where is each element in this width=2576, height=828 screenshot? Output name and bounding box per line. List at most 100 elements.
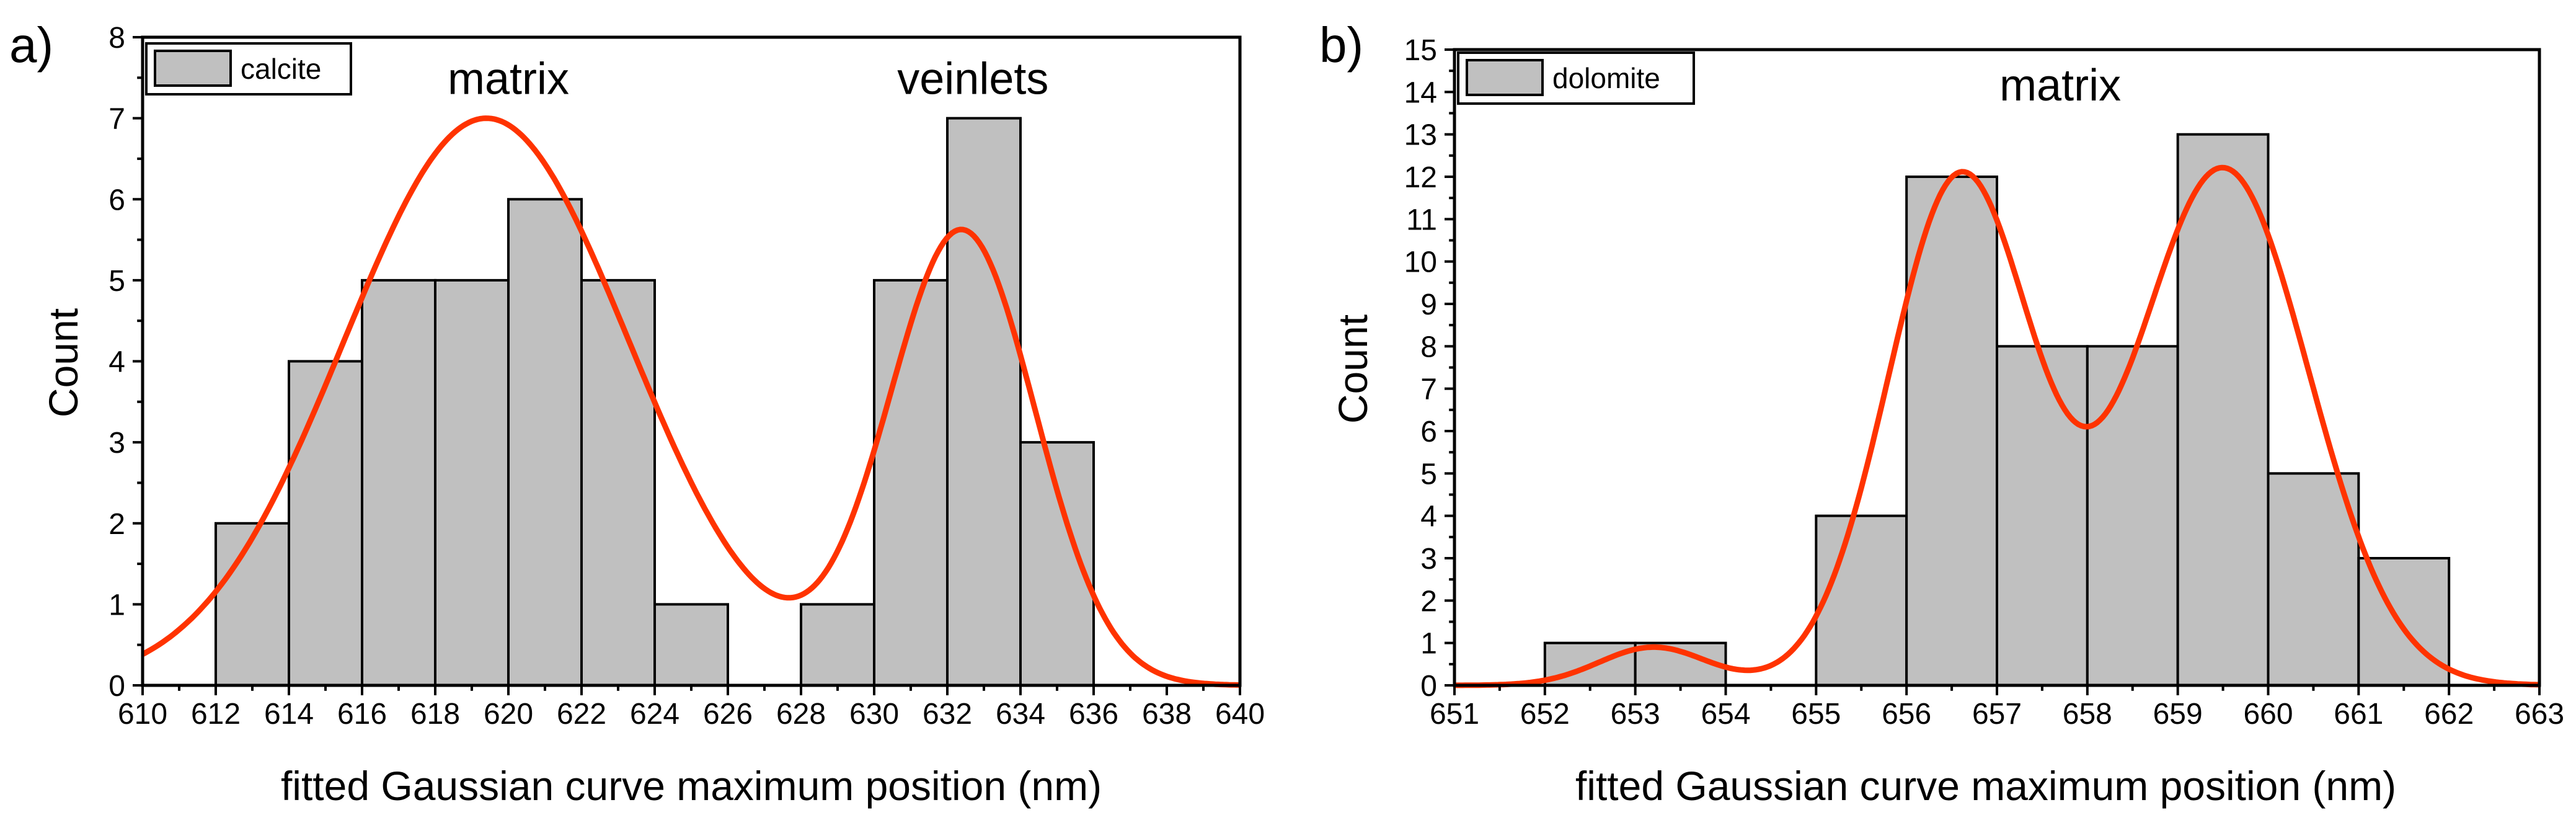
panel-a-x-tick-label-6: 622 bbox=[557, 698, 606, 731]
panel-b-x-axis-title: fitted Gaussian curve maximum position (… bbox=[1575, 763, 2396, 809]
panel-a-bar-4 bbox=[507, 198, 583, 687]
panel-b-bar-5 bbox=[2086, 345, 2179, 687]
panel-b-y-axis-title: Count bbox=[1330, 314, 1376, 424]
panel-b-bar-4 bbox=[1996, 345, 2089, 687]
panel-b-y-tick-label-3: 3 bbox=[1420, 543, 1437, 576]
panel-a-annotation-0: matrix bbox=[448, 54, 569, 104]
panel-b-legend-label: dolomite bbox=[1552, 62, 1660, 94]
panel-a-bar-9 bbox=[946, 117, 1022, 687]
panel-a-x-tick-label-12: 634 bbox=[996, 698, 1045, 731]
panel-a-x-tick-label-10: 630 bbox=[849, 698, 899, 731]
panel-b-x-tick-label-5: 656 bbox=[1882, 698, 1931, 731]
panel-a-fit-curve bbox=[141, 115, 1241, 688]
panel-b-y-tick-label-12: 12 bbox=[1404, 161, 1437, 194]
panel-a-bar-2 bbox=[361, 278, 436, 687]
panel-a-x-axis-title: fitted Gaussian curve maximum position (… bbox=[281, 763, 1102, 809]
panel-b-x-tick-label-6: 657 bbox=[1972, 698, 2022, 731]
panel-a-x-tick-label-4: 618 bbox=[410, 698, 460, 731]
panel-a-y-tick-label-2: 2 bbox=[108, 508, 125, 541]
panel-b-bar-6 bbox=[2176, 133, 2270, 687]
panel-a-bar-0 bbox=[215, 522, 290, 687]
panel-a-y-tick-label-8: 8 bbox=[108, 22, 125, 55]
panel-b-x-tick-label-12: 663 bbox=[2515, 698, 2564, 731]
panel-b-bar-7 bbox=[2267, 472, 2360, 687]
panel-b-annotations: matrix bbox=[1999, 61, 2121, 110]
panel-a-y-tick-label-4: 4 bbox=[108, 346, 125, 379]
panel-b-fit-curve bbox=[1454, 164, 2540, 688]
panel-a-x-tick-label-9: 628 bbox=[776, 698, 826, 731]
panel-a-y-tick-label-5: 5 bbox=[108, 265, 125, 298]
panel-b-y-tick-label-2: 2 bbox=[1420, 585, 1437, 618]
panel-b-bars bbox=[1543, 133, 2451, 687]
panel-a-y-tick-label-3: 3 bbox=[108, 427, 125, 460]
panel-a-y-tick-label-6: 6 bbox=[108, 184, 125, 216]
panel-b-y-tick-label-10: 10 bbox=[1404, 246, 1437, 279]
panel-b-x-tick-label-2: 653 bbox=[1611, 698, 1660, 731]
panel-a-annotations: matrix veinlets bbox=[448, 54, 1048, 104]
panel-a-x-axis: 610 612 614 616 618 620 622 624 626 628 630 632 634 6… bbox=[118, 685, 1265, 731]
panel-b-y-tick-label-6: 6 bbox=[1420, 416, 1437, 448]
panel-a-y-tick-label-7: 7 bbox=[108, 103, 125, 136]
panel-b-y-tick-label-14: 14 bbox=[1404, 76, 1437, 109]
panel-b-bar-2 bbox=[1815, 514, 1908, 687]
panel-b-annotation-0: matrix bbox=[1999, 61, 2121, 110]
panel-b-y-tick-label-13: 13 bbox=[1404, 119, 1437, 152]
panel-a-x-tick-label-8: 626 bbox=[703, 698, 753, 731]
panel-b-y-tick-label-4: 4 bbox=[1420, 501, 1437, 533]
panel-b-x-tick-label-4: 655 bbox=[1791, 698, 1841, 731]
panel-b-y-tick-label-0: 0 bbox=[1420, 670, 1437, 703]
panel-a-y-axis-title: Count bbox=[40, 308, 86, 417]
panel-a-x-tick-label-14: 638 bbox=[1142, 698, 1192, 731]
panel-b-fit-line bbox=[1454, 164, 2540, 688]
panel-b-legend-swatch bbox=[1466, 59, 1544, 96]
panel-a-x-tick-label-11: 632 bbox=[923, 698, 972, 731]
panel-a-bar-8 bbox=[873, 278, 949, 687]
panel-a-bar-3 bbox=[434, 278, 510, 687]
panel-a: a) 610 612 614 616 618 620 622 624 626 628 630 632 6… bbox=[9, 17, 1265, 809]
panel-a-bar-5 bbox=[580, 278, 656, 687]
panel-b-x-axis: 651 652 653 654 655 656 657 658 659 660 661 662 663 bbox=[1430, 685, 2564, 731]
panel-b-x-tick-label-3: 654 bbox=[1701, 698, 1750, 731]
panel-b-x-tick-label-9: 660 bbox=[2243, 698, 2293, 731]
panel-a-bar-7 bbox=[800, 603, 875, 687]
panel-a-y-axis: 0 1 2 3 4 5 6 7 8 bbox=[108, 22, 143, 703]
panel-b-legend: dolomite bbox=[1457, 51, 1695, 105]
panel-a-legend: calcite bbox=[145, 42, 352, 96]
panel-a-x-tick-label-1: 612 bbox=[191, 698, 241, 731]
panel-a-y-tick-label-1: 1 bbox=[108, 589, 125, 621]
panel-b-x-tick-label-7: 658 bbox=[2063, 698, 2112, 731]
panel-b-x-tick-label-11: 662 bbox=[2424, 698, 2474, 731]
panel-b-y-tick-label-8: 8 bbox=[1420, 331, 1437, 363]
panel-a-x-tick-label-0: 610 bbox=[118, 698, 167, 731]
panel-a-x-tick-label-7: 624 bbox=[630, 698, 679, 731]
panel-a-x-tick-label-15: 640 bbox=[1215, 698, 1265, 731]
panel-a-bar-6 bbox=[653, 603, 729, 687]
panel-a-y-tick-label-0: 0 bbox=[108, 670, 125, 703]
panel-a-legend-label: calcite bbox=[241, 53, 321, 85]
panel-a-legend-swatch bbox=[154, 50, 232, 87]
panel-a-x-tick-label-2: 614 bbox=[264, 698, 314, 731]
panel-a-x-tick-label-3: 616 bbox=[337, 698, 387, 731]
panel-b-x-tick-label-1: 652 bbox=[1520, 698, 1570, 731]
panel-b-label: b) bbox=[1319, 17, 1363, 73]
panel-a-bar-1 bbox=[288, 360, 363, 687]
panel-b-y-tick-label-11: 11 bbox=[1406, 203, 1437, 236]
panel-b-y-tick-label-1: 1 bbox=[1420, 628, 1437, 661]
panel-a-x-tick-label-13: 636 bbox=[1069, 698, 1118, 731]
panel-b-x-tick-label-0: 651 bbox=[1430, 698, 1479, 731]
panel-a-fit-line bbox=[141, 115, 1241, 688]
panel-a-bars bbox=[215, 117, 1095, 687]
panel-a-annotation-1: veinlets bbox=[897, 54, 1048, 104]
panel-b-y-tick-label-9: 9 bbox=[1420, 288, 1437, 321]
panel-a-label: a) bbox=[9, 17, 53, 73]
panel-b-y-tick-label-7: 7 bbox=[1420, 373, 1437, 406]
panel-a-x-tick-label-5: 620 bbox=[484, 698, 533, 731]
panel-b-y-tick-label-15: 15 bbox=[1404, 34, 1437, 67]
panel-b-x-tick-label-8: 659 bbox=[2153, 698, 2203, 731]
panel-b: b) 651 652 653 654 655 656 657 658 659 660 661 662 6… bbox=[1319, 17, 2564, 809]
panel-b-y-tick-label-5: 5 bbox=[1420, 458, 1437, 491]
panel-b-x-tick-label-10: 661 bbox=[2334, 698, 2383, 731]
